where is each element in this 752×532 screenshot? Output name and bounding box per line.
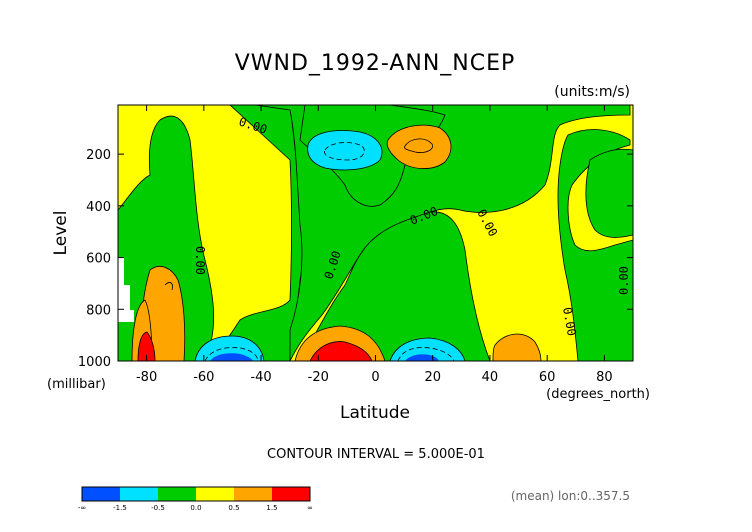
x-tick-label: 20: [424, 370, 441, 385]
colorbar-tick-label: 0.0: [190, 504, 201, 512]
red-region: [309, 341, 373, 361]
green-region: [557, 129, 633, 361]
y-axis-label: Level: [51, 211, 71, 256]
x-tick-label: 0: [371, 370, 379, 385]
colorbar-swatch: [120, 487, 158, 501]
colorbar-frame: [81, 486, 311, 502]
contour-label: 0.00: [617, 266, 631, 295]
orange-region: [386, 124, 452, 169]
solid-contour: [164, 282, 173, 291]
y-tick-label: 800: [86, 303, 111, 318]
colorbar: -∞ -1.5 -0.5 0.0 0.5 1.5 ∞: [78, 486, 313, 512]
units-label: (units:m/s): [554, 84, 630, 100]
colorbar-tick-label: -∞: [78, 504, 86, 512]
x-axis-units: (degrees_north): [546, 387, 650, 402]
colorbar-swatch: [158, 487, 196, 501]
colorbar-tick-label: -0.5: [151, 504, 165, 512]
contour-interval: CONTOUR INTERVAL = 5.000E-01: [267, 447, 485, 462]
green-region: [118, 105, 215, 361]
missing-data-patch: [118, 258, 134, 322]
solid-contour: [404, 138, 433, 153]
y-tick-label: 600: [86, 252, 111, 267]
x-axis-label: Latitude: [340, 403, 410, 423]
colorbar-swatch: [82, 487, 120, 501]
green-region: [299, 211, 491, 361]
orange-region: [492, 333, 542, 361]
colorbar-swatch: [196, 487, 234, 501]
blue-region: [210, 353, 253, 361]
blue-region: [405, 354, 439, 361]
y-tick-label: 400: [86, 200, 111, 215]
x-tick-label: -20: [308, 370, 329, 385]
x-tick-label: -40: [250, 370, 271, 385]
colorbar-swatch: [272, 487, 310, 501]
x-tick-label: 40: [482, 370, 499, 385]
contour-fill: [118, 105, 633, 361]
colorbar-tick-label: 1.5: [266, 504, 277, 512]
dashed-contour: [397, 347, 455, 361]
footer-mean: (mean) lon:0..357.5: [511, 489, 630, 503]
cyan-region: [389, 337, 466, 361]
x-tick-label: 80: [596, 370, 613, 385]
chart-title: VWND_1992-ANN_NCEP: [235, 51, 516, 76]
green-region: [585, 148, 633, 238]
x-tick-label: -80: [136, 370, 157, 385]
y-tick-label: 200: [86, 148, 111, 163]
dashed-contour: [324, 142, 365, 161]
contour-label: 0.00: [560, 306, 579, 337]
x-tick-label: -60: [193, 370, 214, 385]
y-axis-units: (millibar): [47, 377, 106, 392]
colorbar-swatch: [234, 487, 272, 501]
x-axis: -80 -60 -40 -20 0 20 40 60 80: [136, 105, 613, 385]
colorbar-tick-label: ∞: [307, 504, 313, 512]
colorbar-tick-label: 0.5: [228, 504, 239, 512]
cyan-region: [194, 335, 265, 361]
dashed-contour: [204, 347, 259, 361]
colorbar-tick-label: -1.5: [113, 504, 127, 512]
y-tick-label: 1000: [78, 355, 111, 370]
contour-label: 0.00: [193, 246, 207, 275]
x-tick-label: 60: [539, 370, 556, 385]
cyan-region: [307, 130, 383, 171]
red-region: [137, 331, 156, 361]
y-axis: 200 400 600 800 1000: [78, 148, 633, 370]
